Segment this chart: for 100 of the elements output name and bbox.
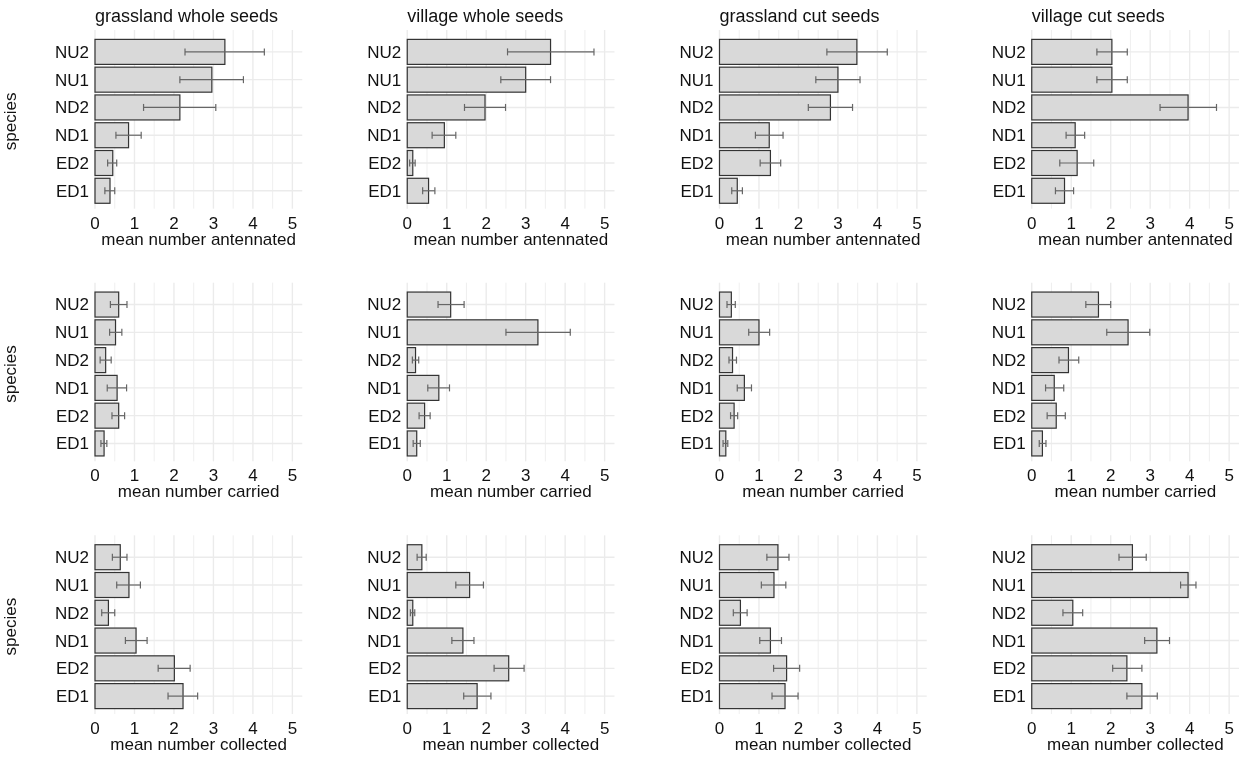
x-tick-label: 0	[402, 466, 412, 486]
bar	[406, 347, 417, 374]
x-tick-label: 0	[1027, 466, 1037, 486]
y-tick-label: NU2	[679, 42, 714, 62]
bar	[94, 347, 107, 374]
y-tick-label: ND1	[54, 378, 89, 398]
y-tick-label: ED1	[368, 181, 402, 201]
y-tick-label: ED2	[680, 659, 714, 679]
y-tick-label: ED2	[680, 406, 714, 426]
y-tick-label: ED2	[55, 406, 89, 426]
y-axis-title: species	[1, 597, 20, 656]
y-tick-label: ND2	[367, 603, 402, 623]
y-tick-label: ED1	[680, 181, 714, 201]
y-tick-label: ND1	[367, 126, 402, 146]
y-tick-label: ND2	[54, 351, 89, 371]
x-tick-label: 0	[1027, 213, 1037, 233]
bar	[1031, 38, 1113, 65]
bar	[406, 683, 478, 710]
x-tick-label: 3	[833, 719, 843, 738]
bar	[94, 544, 121, 571]
y-tick-label: ND2	[991, 351, 1026, 371]
bar	[1031, 177, 1066, 204]
x-axis-title: mean number collected	[110, 735, 287, 754]
bar	[94, 149, 114, 177]
bar	[1031, 683, 1143, 710]
bar	[406, 571, 471, 599]
y-tick-label: ED2	[992, 659, 1026, 679]
y-tick-label: ED1	[992, 434, 1026, 454]
y-tick-label: NU1	[54, 70, 89, 90]
bar	[718, 544, 779, 571]
y-tick-label: NU1	[991, 70, 1026, 90]
x-tick-label: 3	[208, 719, 219, 738]
bar	[94, 683, 184, 710]
y-tick-label: ND1	[679, 631, 714, 651]
y-tick-label: NU2	[54, 548, 89, 568]
y-tick-label: ND2	[991, 603, 1026, 623]
y-tick-label: ED1	[992, 687, 1026, 707]
bar	[1031, 374, 1055, 401]
x-tick-label: 0	[90, 213, 100, 233]
y-tick-label: NU2	[367, 295, 402, 315]
y-tick-label: ED2	[368, 153, 402, 173]
bar	[94, 38, 226, 65]
y-axis-title: species	[1, 92, 20, 151]
bar	[1031, 544, 1134, 571]
y-tick-label: ED1	[680, 687, 714, 707]
x-tick-label: 1	[129, 719, 140, 738]
y-tick-label: NU1	[367, 323, 402, 343]
x-tick-label: 5	[912, 466, 922, 486]
y-tick-label: ND1	[991, 126, 1026, 146]
bar	[718, 347, 734, 374]
chart-title: village whole seeds	[407, 6, 564, 26]
bar	[718, 149, 772, 177]
y-tick-label: NU1	[679, 575, 714, 595]
y-tick-label: ED1	[992, 181, 1026, 201]
y-tick-label: ND2	[679, 351, 714, 371]
bar	[718, 683, 786, 710]
y-tick-label: ED2	[55, 153, 89, 173]
x-tick-label: 5	[287, 719, 298, 738]
x-tick-label: 5	[599, 719, 610, 738]
x-tick-label: 1	[441, 719, 452, 738]
bar	[1031, 149, 1078, 177]
y-tick-label: ED1	[55, 181, 89, 201]
bar	[718, 571, 775, 599]
x-axis-title: mean number collected	[734, 735, 912, 754]
y-tick-label: ND2	[991, 98, 1026, 118]
x-tick-label: 0	[90, 719, 100, 738]
bar	[406, 374, 440, 401]
y-tick-label: NU2	[991, 548, 1026, 568]
y-tick-label: NU2	[54, 42, 89, 62]
x-tick-label: 0	[90, 466, 100, 486]
x-tick-label: 4	[248, 719, 258, 738]
bar	[718, 374, 745, 401]
x-tick-label: 3	[1145, 719, 1155, 738]
y-tick-label: NU2	[54, 295, 89, 315]
y-tick-label: ED2	[368, 406, 402, 426]
x-tick-label: 0	[714, 466, 725, 486]
bar	[94, 177, 111, 204]
y-tick-label: ND1	[367, 378, 402, 398]
y-tick-label: NU2	[367, 548, 402, 568]
x-axis-title: mean number collected	[422, 735, 600, 754]
y-tick-label: ED1	[680, 434, 714, 454]
y-axis-title: species	[1, 345, 20, 403]
x-tick-label: 5	[1224, 719, 1234, 738]
x-tick-label: 1	[1066, 719, 1076, 738]
y-tick-label: ND1	[54, 631, 89, 651]
y-tick-label: ND2	[367, 351, 402, 371]
bar	[718, 177, 738, 204]
bar	[1031, 571, 1189, 599]
bar	[718, 38, 858, 65]
bar	[1031, 347, 1070, 374]
x-tick-label: 5	[1224, 466, 1234, 486]
x-tick-label: 3	[520, 719, 531, 738]
x-tick-label: 4	[1184, 719, 1195, 738]
chart-title: grassland cut seeds	[719, 6, 880, 26]
y-tick-label: ND1	[991, 378, 1026, 398]
y-tick-label: NU1	[991, 575, 1026, 595]
y-tick-label: ED2	[55, 659, 89, 679]
y-tick-label: NU1	[54, 575, 89, 595]
y-tick-label: ND1	[679, 126, 714, 146]
x-tick-label: 4	[872, 719, 883, 738]
